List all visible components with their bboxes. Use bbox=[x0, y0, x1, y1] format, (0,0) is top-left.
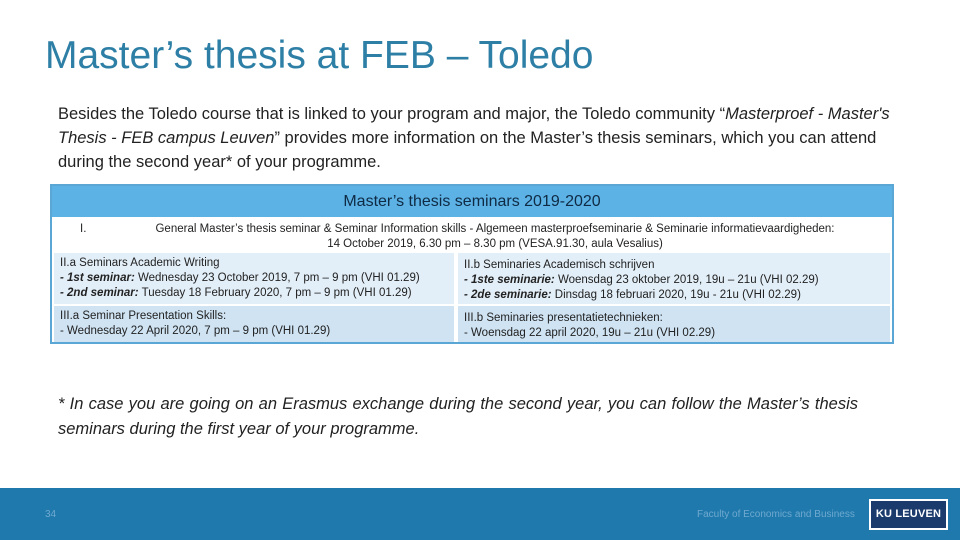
general-seminar-text: General Master’s thesis seminar & Semina… bbox=[100, 222, 890, 252]
logo-text: KU LEUVEN bbox=[871, 501, 946, 528]
slide-title: Master’s thesis at FEB – Toledo bbox=[45, 34, 594, 77]
item-label: - 2nd seminar: bbox=[60, 287, 139, 299]
cell-item: - 2nd seminar: Tuesday 18 February 2020,… bbox=[60, 286, 448, 301]
cell-item: - 1st seminar: Wednesday 23 October 2019… bbox=[60, 271, 448, 286]
item-text: Woensdag 23 oktober 2019, 19u – 21u (VHI… bbox=[554, 274, 819, 286]
intro-paragraph: Besides the Toledo course that is linked… bbox=[58, 102, 913, 174]
table-header: Master’s thesis seminars 2019-2020 bbox=[52, 186, 892, 217]
ku-leuven-logo: KU LEUVEN bbox=[869, 499, 948, 530]
footer-bar: 34 Faculty of Economics and Business KU … bbox=[0, 488, 960, 540]
cell-item: - Woensdag 22 april 2020, 19u – 21u (VHI… bbox=[464, 327, 716, 339]
erasmus-footnote: * In case you are going on an Erasmus ex… bbox=[58, 395, 858, 438]
presentation-skills-nl-cell: III.b Seminaries presentatietechnieken: … bbox=[458, 306, 890, 342]
intro-course-name: Masterproef - Master's Thesis - FEB camp… bbox=[58, 105, 890, 147]
item-text: Wednesday 23 October 2019, 7 pm – 9 pm (… bbox=[134, 272, 420, 284]
presentation-skills-en-cell: III.a Seminar Presentation Skills: - Wed… bbox=[54, 306, 454, 342]
row-number: I. bbox=[80, 223, 87, 235]
academic-writing-en-cell: II.a Seminars Academic Writing - 1st sem… bbox=[54, 253, 454, 304]
cell-item: - 2de seminarie: Dinsdag 18 februari 202… bbox=[464, 288, 884, 303]
seminars-table: Master’s thesis seminars 2019-2020 I. Ge… bbox=[50, 184, 894, 344]
intro-text-part2: ” provides more information on the Maste… bbox=[58, 129, 877, 171]
cell-heading: III.a Seminar Presentation Skills: bbox=[60, 310, 227, 322]
cell-item: - Wednesday 22 April 2020, 7 pm – 9 pm (… bbox=[60, 325, 331, 337]
cell-heading: II.b Seminaries Academisch schrijven bbox=[464, 259, 655, 271]
item-label: - 1st seminar: bbox=[60, 272, 135, 284]
page-number: 34 bbox=[45, 509, 57, 520]
item-text: Dinsdag 18 februari 2020, 19u - 21u (VHI… bbox=[551, 289, 801, 301]
academic-writing-nl-cell: II.b Seminaries Academisch schrijven - 1… bbox=[458, 253, 890, 304]
faculty-name: Faculty of Economics and Business bbox=[697, 509, 855, 520]
general-seminar-date: 14 October 2019, 6.30 pm – 8.30 pm (VESA… bbox=[327, 238, 663, 250]
intro-text-part1: Besides the Toledo course that is linked… bbox=[58, 105, 726, 123]
general-seminar-title: General Master’s thesis seminar & Semina… bbox=[155, 223, 835, 235]
item-label: - 1ste seminarie: bbox=[464, 274, 555, 286]
cell-item: - 1ste seminarie: Woensdag 23 oktober 20… bbox=[464, 273, 884, 288]
cell-heading: II.a Seminars Academic Writing bbox=[60, 257, 220, 269]
item-text: Tuesday 18 February 2020, 7 pm – 9 pm (V… bbox=[138, 287, 412, 299]
item-label: - 2de seminarie: bbox=[464, 289, 552, 301]
cell-heading: III.b Seminaries presentatietechnieken: bbox=[464, 312, 663, 324]
table-row-general-seminar: I. General Master’s thesis seminar & Sem… bbox=[52, 217, 892, 252]
